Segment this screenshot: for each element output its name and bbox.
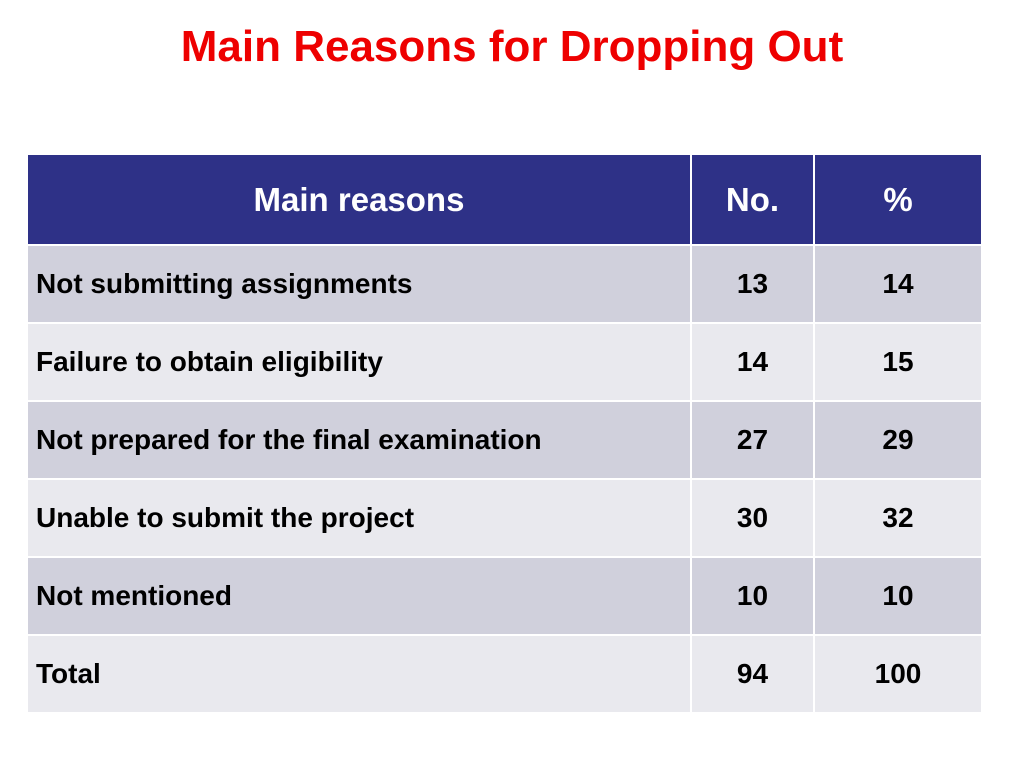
percent-cell: 32 <box>813 478 983 558</box>
header-percent: % <box>813 153 983 246</box>
number-cell: 30 <box>690 478 815 558</box>
table-row: Unable to submit the project 30 32 <box>26 478 983 558</box>
table-row: Not submitting assignments 13 14 <box>26 244 983 324</box>
total-percent-cell: 100 <box>813 634 983 714</box>
reasons-table: Main reasons No. % Not submitting assign… <box>26 153 983 714</box>
reason-cell: Unable to submit the project <box>26 478 692 558</box>
reason-cell: Not submitting assignments <box>26 244 692 324</box>
total-number-cell: 94 <box>690 634 815 714</box>
header-number: No. <box>690 153 815 246</box>
percent-cell: 29 <box>813 400 983 480</box>
percent-cell: 10 <box>813 556 983 636</box>
percent-cell: 15 <box>813 322 983 402</box>
total-row: Total 94 100 <box>26 634 983 714</box>
number-cell: 14 <box>690 322 815 402</box>
header-main-reasons: Main reasons <box>26 153 692 246</box>
reason-cell: Not prepared for the final examination <box>26 400 692 480</box>
number-cell: 27 <box>690 400 815 480</box>
table-row: Not prepared for the final examination 2… <box>26 400 983 480</box>
reason-cell: Failure to obtain eligibility <box>26 322 692 402</box>
reason-cell: Not mentioned <box>26 556 692 636</box>
number-cell: 10 <box>690 556 815 636</box>
page-title: Main Reasons for Dropping Out <box>180 22 844 71</box>
table-header-row: Main reasons No. % <box>26 153 983 246</box>
number-cell: 13 <box>690 244 815 324</box>
table-row: Failure to obtain eligibility 14 15 <box>26 322 983 402</box>
table-row: Not mentioned 10 10 <box>26 556 983 636</box>
total-label-cell: Total <box>26 634 692 714</box>
percent-cell: 14 <box>813 244 983 324</box>
